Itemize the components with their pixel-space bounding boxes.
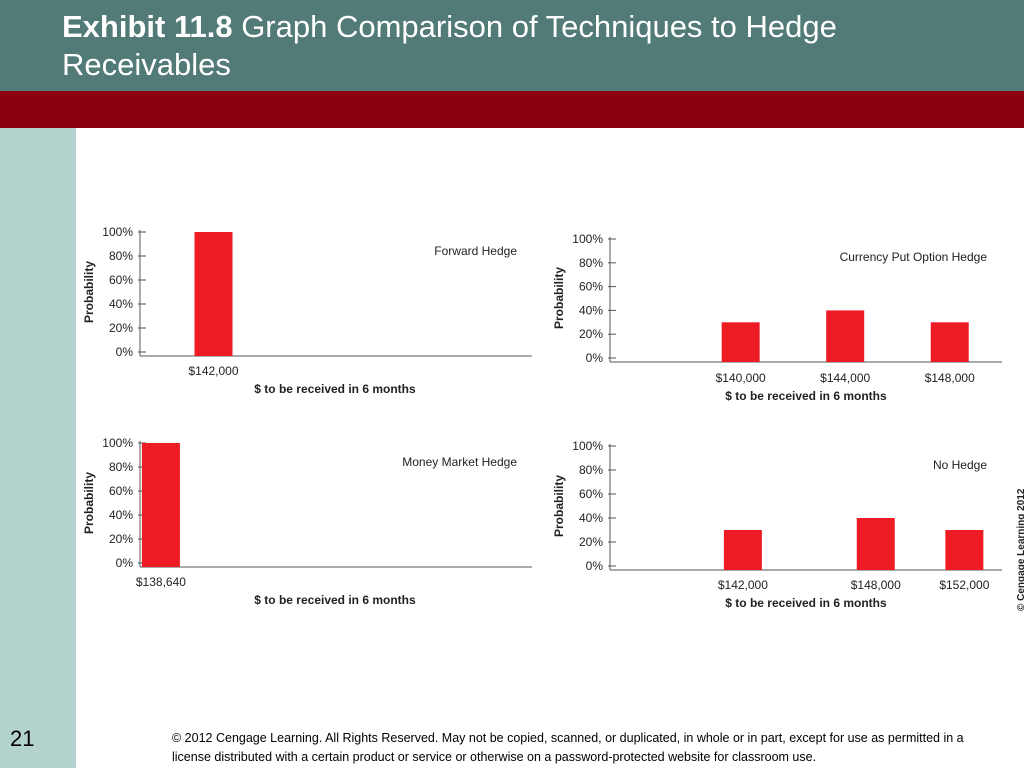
title-text: Graph Comparison of Techniques to Hedge … [62, 9, 837, 82]
y-tick-label: 80% [579, 463, 603, 477]
y-tick-label: 0% [116, 556, 134, 570]
y-tick-label: 0% [586, 559, 604, 573]
category-label: $142,000 [718, 578, 768, 592]
x-axis-label: $ to be received in 6 months [725, 389, 887, 403]
y-tick-label: 20% [109, 532, 133, 546]
bar [945, 530, 984, 570]
slide-header [0, 0, 1024, 91]
y-tick-label: 40% [109, 297, 133, 311]
category-label: $140,000 [716, 371, 766, 385]
bar [194, 232, 233, 356]
category-label: $142,000 [188, 364, 238, 378]
y-tick-label: 60% [109, 484, 133, 498]
y-tick-label: 100% [572, 232, 603, 246]
accent-band [0, 91, 1024, 128]
y-tick-label: 80% [109, 460, 133, 474]
image-credit: © Cengage Learning 2012 [1016, 488, 1024, 611]
bar [856, 518, 895, 570]
chart-title: No Hedge [933, 458, 987, 472]
copyright-footer: © 2012 Cengage Learning. All Rights Rese… [172, 731, 964, 764]
y-tick-label: 40% [579, 511, 603, 525]
y-tick-label: 20% [579, 535, 603, 549]
bar [723, 530, 762, 570]
chart-panel-3: 0% 20% 40% 60% 80% 100% $138,640 Money Market H… [82, 436, 532, 607]
y-tick-label: 100% [102, 436, 133, 450]
x-axis-label: $ to be received in 6 months [254, 382, 416, 396]
bar [826, 310, 865, 362]
category-label: $148,000 [925, 371, 975, 385]
y-tick-label: 40% [579, 303, 603, 317]
chart-title: Currency Put Option Hedge [840, 250, 988, 264]
bar [141, 443, 180, 567]
left-sidebar [0, 128, 76, 768]
category-label: $148,000 [851, 578, 901, 592]
exhibit-number: Exhibit 11.8 [62, 9, 233, 44]
chart-panel-1: 0% 20% 40% 60% 80% 100% $142,000 Forward Hedge P… [82, 225, 532, 396]
slide-title: Exhibit 11.8 Graph Comparison of Techniq… [62, 8, 1002, 84]
y-axis-label: Probability [552, 267, 566, 329]
y-tick-label: 0% [586, 351, 604, 365]
y-axis-label: Probability [552, 475, 566, 537]
bar [721, 322, 760, 362]
y-tick-label: 100% [572, 439, 603, 453]
y-tick-label: 40% [109, 508, 133, 522]
chart-panel-4: 0% 20% 40% 60% 80% 100% $142,000 $148,000 $152,0… [552, 439, 1002, 610]
y-tick-label: 60% [109, 273, 133, 287]
x-axis-label: $ to be received in 6 months [725, 596, 887, 610]
y-tick-label: 80% [579, 256, 603, 270]
x-axis-label: $ to be received in 6 months [254, 593, 416, 607]
y-tick-label: 60% [579, 280, 603, 294]
y-tick-label: 100% [102, 225, 133, 239]
y-tick-label: 80% [109, 249, 133, 263]
chart-panel-2: 0% 20% 40% 60% 80% 100% $140,000 $144,000 $148,0… [552, 232, 1002, 403]
category-label: $144,000 [820, 371, 870, 385]
y-tick-label: 60% [579, 487, 603, 501]
y-tick-label: 0% [116, 345, 134, 359]
chart-title: Money Market Hedge [402, 455, 517, 469]
chart-title: Forward Hedge [434, 244, 517, 258]
y-axis-label: Probability [82, 472, 96, 534]
y-tick-label: 20% [579, 327, 603, 341]
slide-number: 21 [10, 726, 35, 751]
category-label: $152,000 [939, 578, 989, 592]
y-axis-label: Probability [82, 261, 96, 323]
bar [930, 322, 969, 362]
y-tick-label: 20% [109, 321, 133, 335]
category-label: $138,640 [136, 575, 186, 589]
